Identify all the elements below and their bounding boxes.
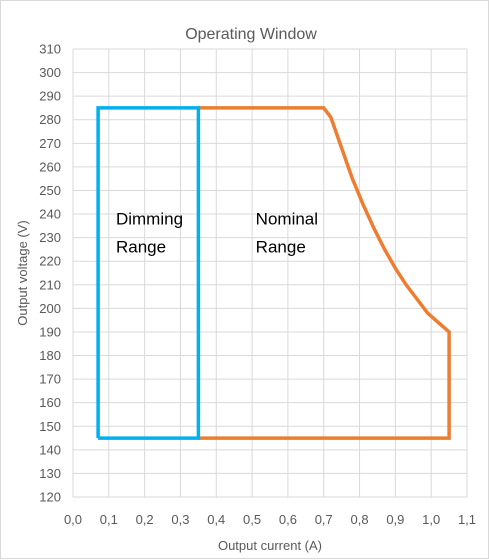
gridlines: [72, 48, 468, 498]
y-tick-label: 270: [39, 136, 61, 151]
y-tick-label: 170: [39, 372, 61, 387]
y-tick-label: 280: [39, 112, 61, 127]
x-tick-label: 0,4: [207, 512, 225, 527]
x-tick-label: 0,7: [315, 512, 333, 527]
y-axis-label: Output voltage (V): [15, 220, 30, 326]
x-tick-label: 0,5: [243, 512, 261, 527]
x-tick-labels: 0,0 0,1 0,2 0,3 0,4 0,5 0,6 0,7 0,8 0,9 1,0 1,1: [64, 512, 476, 527]
y-tick-label: 200: [39, 301, 61, 316]
y-tick-label: 210: [39, 277, 61, 292]
x-tick-label: 0,3: [171, 512, 189, 527]
y-tick-label: 300: [39, 65, 61, 80]
y-tick-label: 130: [39, 466, 61, 481]
annotation-label: Range: [116, 237, 166, 256]
chart-title: Operating Window: [185, 26, 317, 43]
y-tick-label: 180: [39, 348, 61, 363]
x-tick-label: 1,1: [458, 512, 476, 527]
y-tick-label: 190: [39, 324, 61, 339]
y-tick-label: 220: [39, 254, 61, 269]
y-tick-label: 140: [39, 442, 61, 457]
x-tick-label: 0,9: [386, 512, 404, 527]
y-tick-label: 120: [39, 490, 61, 505]
y-tick-label: 240: [39, 207, 61, 222]
x-tick-label: 1,0: [422, 512, 440, 527]
annotation-label: Range: [256, 237, 306, 256]
x-tick-label: 0,1: [100, 512, 118, 527]
annotations: Dimming Range Nominal Range: [116, 209, 318, 256]
x-tick-label: 0,0: [64, 512, 82, 527]
y-tick-labels: 120 130 140 150 160 170 180 190 200 210 220 230 240 2…: [39, 42, 61, 505]
y-tick-label: 260: [39, 159, 61, 174]
y-tick-label: 290: [39, 89, 61, 104]
x-tick-label: 0,6: [279, 512, 297, 527]
x-tick-label: 0,8: [351, 512, 369, 527]
y-tick-label: 250: [39, 183, 61, 198]
series-group: [96, 106, 451, 440]
x-tick-label: 0,2: [136, 512, 154, 527]
series-line: [96, 106, 201, 440]
y-tick-label: 230: [39, 230, 61, 245]
y-tick-label: 150: [39, 419, 61, 434]
annotation-label: Dimming: [116, 209, 183, 228]
annotation-label: Nominal: [256, 209, 318, 228]
series-line: [198, 106, 451, 440]
y-tick-label: 160: [39, 395, 61, 410]
y-tick-label: 310: [39, 42, 61, 57]
x-axis-label: Output current (A): [218, 538, 322, 553]
